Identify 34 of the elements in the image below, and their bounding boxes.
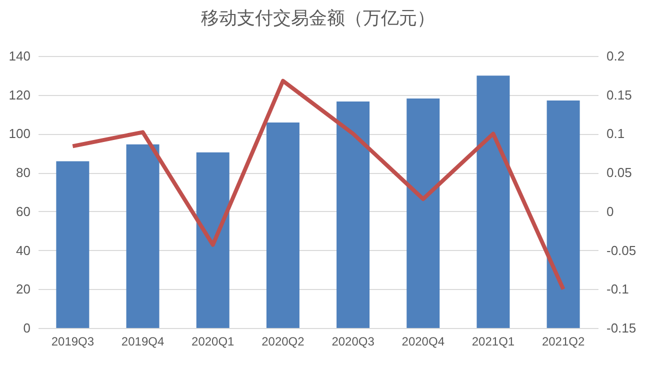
- bar: [476, 76, 510, 328]
- x-tick-label: 2021Q2: [542, 334, 585, 348]
- line-series: [70, 78, 566, 292]
- x-tick-label: 2020Q4: [402, 334, 445, 348]
- bar: [336, 101, 370, 328]
- bar: [126, 144, 160, 328]
- bar: [196, 152, 230, 328]
- bar: [266, 122, 300, 328]
- y-tick-label: 20: [16, 282, 30, 297]
- y2-tick-label: 0.15: [606, 87, 632, 102]
- y2-tick-label: 0: [606, 204, 614, 219]
- x-tick-label: 2021Q1: [472, 334, 515, 348]
- y-tick-label: 40: [16, 242, 30, 258]
- y-tick-label: 100: [8, 126, 30, 142]
- y2-tick-label: -0.05: [606, 242, 636, 258]
- y-tick-label: 80: [16, 165, 30, 180]
- y2-tick-label: -0.15: [606, 320, 636, 336]
- y2-tick-label: 0.2: [606, 48, 625, 64]
- x-tick-label: 2020Q3: [332, 334, 375, 348]
- y-tick-label: 140: [8, 48, 30, 64]
- y-tick-label: 120: [8, 87, 30, 102]
- bar: [406, 98, 440, 328]
- x-tick-label: 2019Q4: [121, 334, 164, 348]
- y2-tick-label: 0.05: [606, 165, 632, 180]
- y-tick-label: 0: [23, 320, 30, 336]
- bar: [546, 100, 580, 328]
- bar: [56, 161, 90, 328]
- y2-tick-label: -0.1: [606, 282, 629, 297]
- x-tick-label: 2019Q3: [51, 334, 94, 348]
- x-tick-label: 2020Q1: [192, 334, 235, 348]
- x-tick-label: 2020Q2: [262, 334, 305, 348]
- y-tick-label: 60: [16, 204, 30, 219]
- chart-title: 移动支付交易金额（万亿元）: [201, 8, 435, 29]
- y2-tick-label: 0.1: [606, 126, 625, 142]
